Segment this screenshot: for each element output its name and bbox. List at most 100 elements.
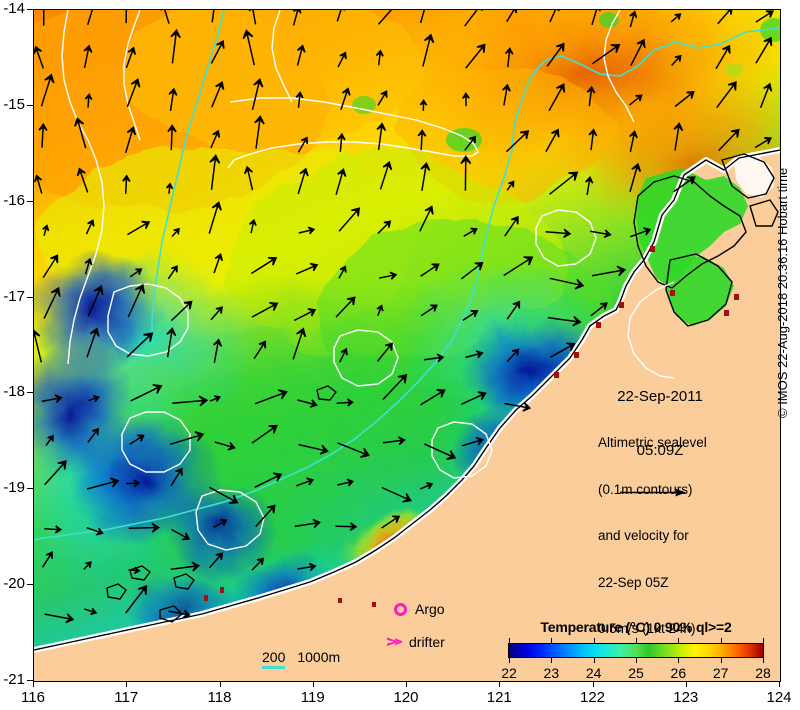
velocity-vector-head (686, 176, 696, 185)
velocity-vector-head (389, 271, 398, 280)
velocity-vector-head (266, 504, 276, 514)
velocity-vector-head (181, 532, 191, 541)
velocity-vector-head (585, 175, 594, 184)
velocity-vector (292, 328, 305, 360)
velocity-vector-head (476, 43, 486, 53)
velocity-vector-head (175, 467, 183, 476)
velocity-vector (250, 257, 277, 275)
velocity-vector-head (397, 436, 406, 446)
velocity-vector-head (89, 327, 100, 337)
velocity-vector-head (34, 45, 42, 55)
velocity-vector-head (523, 256, 534, 266)
velocity-vector-head (227, 442, 236, 451)
velocity-vector-head (57, 460, 67, 470)
velocity-vector-head (83, 44, 93, 53)
velocity-vector-head (727, 81, 737, 91)
velocity-vector (715, 45, 731, 70)
velocity-vector (164, 10, 170, 24)
velocity-vector-head (212, 129, 221, 138)
velocity-vector-head (299, 167, 309, 177)
velocity-vector (86, 479, 119, 490)
x-tick (685, 681, 687, 687)
velocity-vector-head (725, 10, 733, 15)
velocity-vector (254, 391, 287, 405)
date-time-annotation: 22-Sep-2011 05:09Z (600, 352, 720, 496)
velocity-vector (421, 163, 428, 191)
x-tick (33, 681, 34, 687)
velocity-vector (506, 10, 515, 23)
map-plot-area[interactable] (33, 9, 781, 682)
velocity-vector (629, 131, 636, 153)
x-tick-label: 119 (300, 689, 325, 706)
velocity-vector-head (295, 91, 304, 99)
velocity-vector-head (339, 51, 347, 60)
velocity-vector-head (376, 122, 387, 132)
velocity-vector (87, 285, 102, 317)
argo-legend-entry: Argo (394, 601, 445, 617)
colorbar-tick (593, 658, 595, 663)
velocity-vector (209, 486, 238, 504)
velocity-vector-head (122, 174, 131, 183)
velocity-vector-head (475, 436, 484, 446)
velocity-vector (296, 264, 318, 275)
velocity-vector-head (219, 518, 228, 527)
velocity-vector-head (183, 300, 193, 310)
velocity-vector-head (300, 136, 309, 145)
velocity-vector (251, 79, 261, 110)
velocity-vector-head (563, 228, 572, 239)
velocity-vector-head (307, 308, 317, 317)
velocity-vector-head (309, 262, 319, 272)
x-tick (406, 681, 407, 687)
velocity-vector-head (109, 477, 120, 488)
velocity-vector-head (92, 394, 100, 403)
velocity-vector-head (556, 83, 566, 93)
y-tick-label: -16 (3, 191, 25, 209)
velocity-vector-head (96, 527, 104, 536)
velocity-vector (629, 228, 651, 238)
velocity-vector-head (312, 518, 321, 529)
velocity-vector (170, 300, 193, 322)
velocity-vector (125, 585, 147, 614)
velocity-vector-head (308, 562, 317, 572)
velocity-vector (86, 10, 94, 26)
velocity-vector (128, 526, 159, 530)
velocity-vector (503, 84, 509, 106)
velocity-vector (213, 339, 220, 363)
velocity-vector-head (383, 220, 392, 228)
colorbar-tick (763, 638, 764, 643)
colorbar-bottom-ticks (508, 658, 764, 664)
velocity-vector (465, 44, 486, 69)
velocity-vector-head (436, 353, 445, 363)
velocity-vector (381, 515, 400, 529)
velocity-vector (716, 81, 737, 109)
velocity-vector-head (267, 256, 278, 266)
x-tick-label: 116 (21, 689, 45, 706)
colorbar-tick-label: 22 (501, 665, 517, 681)
velocity-vector (545, 231, 571, 235)
velocity-vector-head (54, 394, 63, 404)
velocity-vector (464, 10, 478, 27)
velocity-vector (422, 34, 432, 67)
velocity-vector-head (508, 180, 515, 188)
x-tick (219, 681, 221, 687)
velocity-vector-head (228, 494, 239, 505)
velocity-vector-head (468, 135, 477, 144)
velocity-vector (549, 10, 557, 23)
velocity-vector-head (391, 515, 401, 523)
velocity-vector (40, 74, 53, 107)
velocity-vector (419, 206, 433, 232)
velocity-vector (255, 116, 262, 149)
velocity-vector-head (722, 44, 731, 54)
velocity-vector-head (470, 227, 478, 235)
velocity-vector-head (568, 171, 579, 181)
velocity-vector-head (424, 205, 434, 215)
colorbar-tick (551, 638, 553, 643)
velocity-vector (172, 399, 207, 405)
x-tick-label: 121 (486, 689, 512, 706)
argo-marker-icon (394, 602, 407, 616)
y-tick-label: -18 (3, 383, 25, 401)
velocity-vector-head (629, 130, 638, 139)
velocity-vector-head (512, 300, 521, 309)
velocity-vector (255, 504, 276, 528)
y-tick-label: -14 (3, 0, 25, 17)
